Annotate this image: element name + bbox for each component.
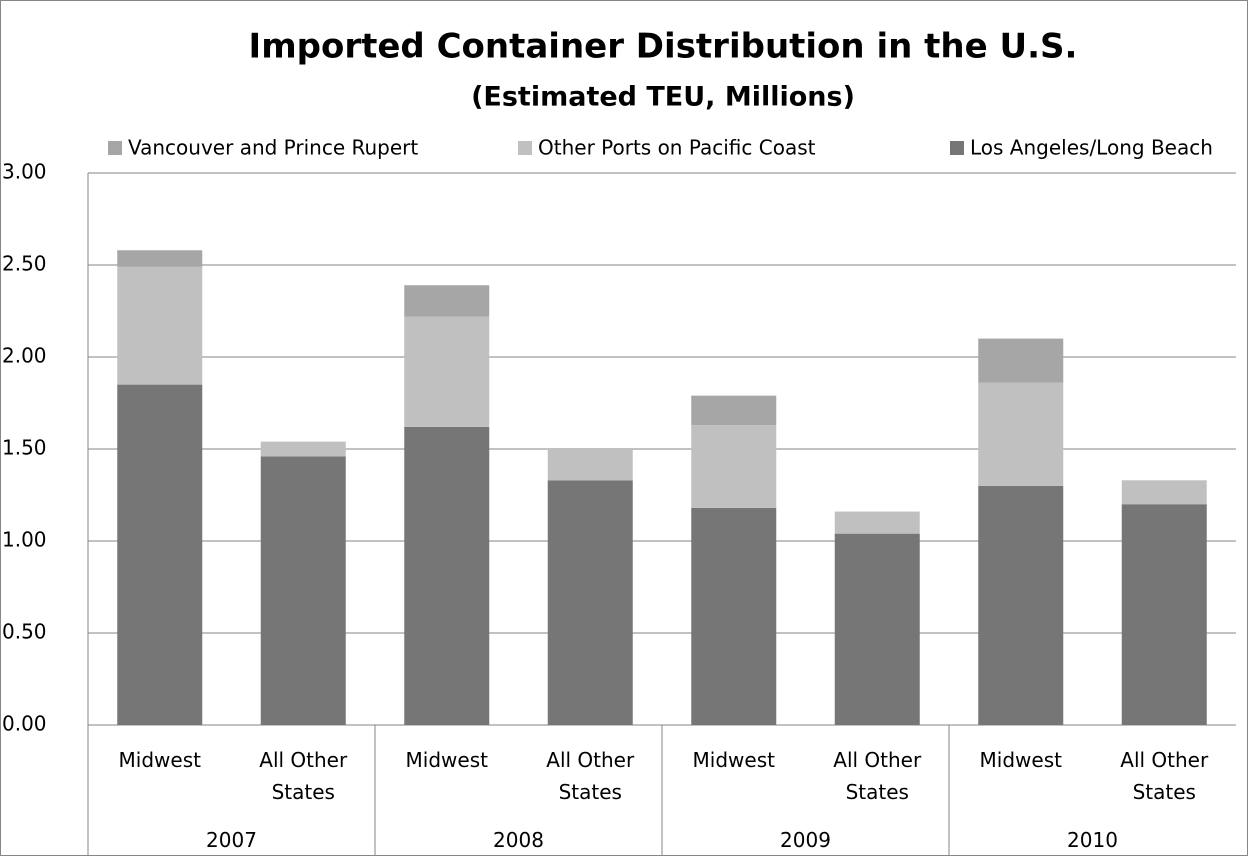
y-tick-label: 3.00 xyxy=(2,160,47,184)
bar-segment xyxy=(978,382,1064,486)
y-tick-label: 2.50 xyxy=(2,252,47,276)
legend-label: Los Angeles/Long Beach xyxy=(970,136,1213,160)
bar-segment xyxy=(547,449,633,481)
bar-segment xyxy=(404,316,490,427)
legend-label: Vancouver and Prince Rupert xyxy=(128,136,418,160)
bar-segment xyxy=(834,511,920,534)
y-tick-label: 0.50 xyxy=(2,620,47,644)
chart-subtitle: (Estimated TEU, Millions) xyxy=(471,82,855,113)
legend-label: Other Ports on Pacific Coast xyxy=(538,136,816,160)
legend-swatch xyxy=(108,141,122,155)
x-tick-label: Midwest xyxy=(979,748,1062,772)
x-tick-label: Midwest xyxy=(118,748,201,772)
x-tick-label: Midwest xyxy=(692,748,775,772)
chart-title: Imported Container Distribution in the U… xyxy=(249,27,1078,67)
y-tick-label: 1.50 xyxy=(2,436,47,460)
group-label: 2008 xyxy=(493,828,544,852)
bar-segment xyxy=(260,456,346,725)
bar-segment xyxy=(404,285,490,317)
x-tick-label: Midwest xyxy=(405,748,488,772)
bar-segment xyxy=(834,533,920,725)
bar-segment xyxy=(117,250,203,267)
bar-segment xyxy=(117,266,203,385)
x-tick-label: All Other States xyxy=(1120,748,1209,804)
bar-segment xyxy=(547,480,633,725)
bar-segment xyxy=(691,507,777,725)
bar-segment xyxy=(404,426,490,725)
bar-segment xyxy=(978,338,1064,383)
bar-segment xyxy=(260,441,346,457)
bar-segment xyxy=(691,395,777,426)
group-label: 2007 xyxy=(206,828,257,852)
y-tick-label: 2.00 xyxy=(2,344,47,368)
bar-segment xyxy=(1121,480,1207,505)
bar-segment xyxy=(1121,504,1207,725)
x-tick-label: All Other States xyxy=(833,748,922,804)
legend-swatch xyxy=(518,141,532,155)
x-tick-label: All Other States xyxy=(546,748,635,804)
y-tick-label: 0.00 xyxy=(2,712,47,736)
group-label: 2010 xyxy=(1067,828,1118,852)
y-tick-label: 1.00 xyxy=(2,528,47,552)
bar-segment xyxy=(978,485,1064,725)
group-label: 2009 xyxy=(780,828,831,852)
bar-segment xyxy=(691,425,777,508)
bar-segment xyxy=(117,384,203,725)
x-tick-label: All Other States xyxy=(259,748,348,804)
legend-swatch xyxy=(950,141,964,155)
